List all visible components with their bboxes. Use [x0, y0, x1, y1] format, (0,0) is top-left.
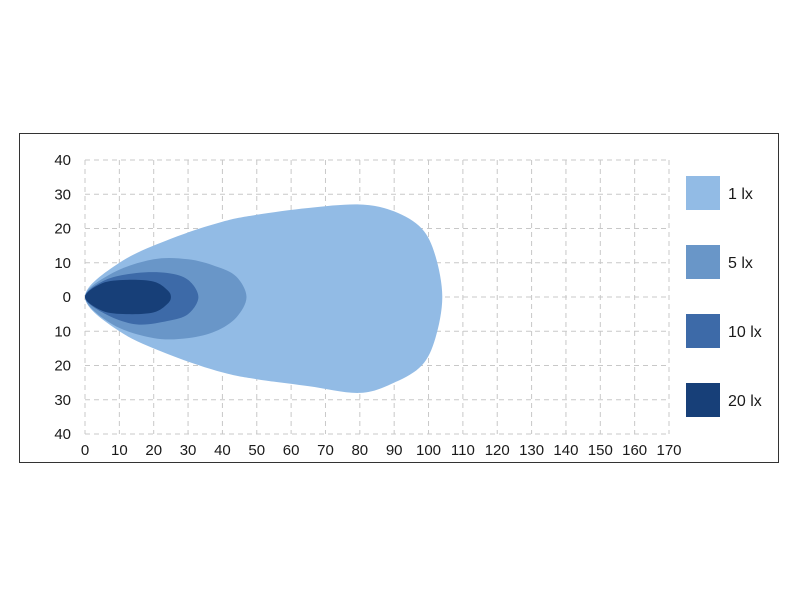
isolux-area-1	[85, 204, 443, 393]
legend-label: 10 lx	[728, 324, 762, 341]
y-tick-label: 0	[63, 289, 71, 306]
x-tick-label: 40	[214, 442, 231, 459]
x-tick-label: 110	[451, 442, 475, 459]
x-tick-label: 150	[588, 442, 613, 459]
isolux-area-4	[85, 279, 171, 315]
x-tick-label: 90	[386, 442, 403, 459]
x-tick-label: 30	[180, 442, 197, 459]
legend-label: 5 lx	[728, 255, 753, 272]
x-tick-label: 20	[145, 442, 162, 459]
legend-swatch	[686, 176, 720, 210]
x-tick-label: 160	[622, 442, 647, 459]
x-tick-label: 130	[519, 442, 544, 459]
x-tick-label: 120	[485, 442, 510, 459]
y-tick-label: 30	[54, 186, 71, 203]
y-tick-label: 30	[54, 392, 71, 409]
x-tick-label: 10	[111, 442, 128, 459]
isolux-areas	[85, 204, 443, 393]
y-tick-label: 20	[54, 358, 71, 375]
y-tick-label: 10	[54, 323, 71, 340]
y-tick-label: 40	[54, 152, 71, 169]
x-tick-label: 60	[283, 442, 300, 459]
x-tick-label: 170	[656, 442, 681, 459]
x-axis-ticks: 0 10 20 30 40 50 60 70 80 90 100 110 120 130 140 150 160…	[81, 442, 682, 459]
y-axis-ticks: 40 30 20 10 0 10 20 30 40	[54, 152, 71, 443]
x-tick-label: 140	[553, 442, 578, 459]
legend-label: 1 lx	[728, 186, 753, 203]
y-tick-label: 20	[54, 221, 71, 238]
y-tick-label: 40	[54, 426, 71, 443]
legend-swatch	[686, 245, 720, 279]
legend: 1 lx 5 lx 10 lx 20 lx	[686, 176, 762, 417]
x-tick-label: 80	[351, 442, 368, 459]
y-tick-label: 10	[54, 255, 71, 272]
x-tick-label: 50	[248, 442, 265, 459]
legend-swatch	[686, 314, 720, 348]
x-tick-label: 0	[81, 442, 89, 459]
x-tick-label: 100	[416, 442, 441, 459]
legend-label: 20 lx	[728, 393, 762, 410]
legend-swatch	[686, 383, 720, 417]
x-tick-label: 70	[317, 442, 334, 459]
